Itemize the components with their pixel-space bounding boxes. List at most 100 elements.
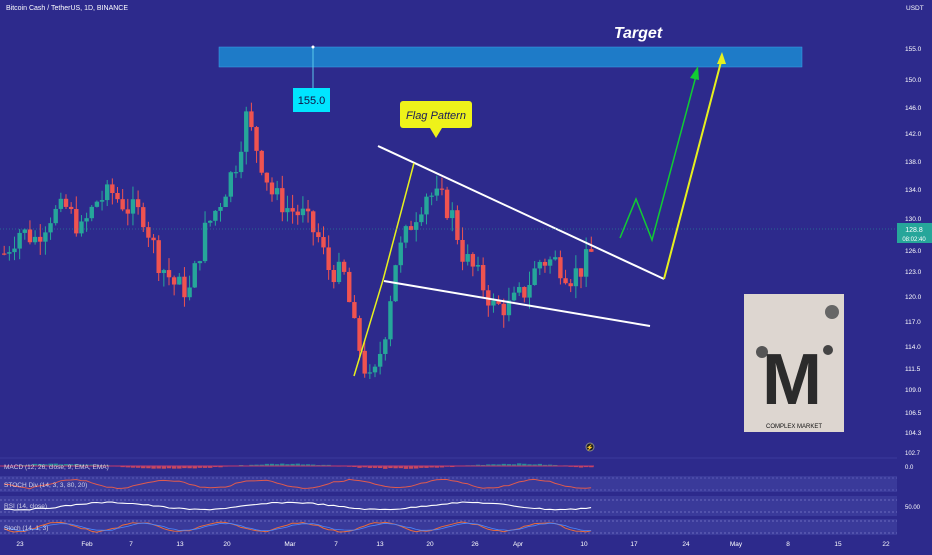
candle-body[interactable] xyxy=(574,268,578,286)
candle-body[interactable] xyxy=(38,237,42,242)
candle-body[interactable] xyxy=(311,211,315,232)
candle-body[interactable] xyxy=(471,254,475,267)
candle-body[interactable] xyxy=(445,190,449,218)
candle-body[interactable] xyxy=(466,254,470,262)
candle-body[interactable] xyxy=(182,277,186,298)
candle-body[interactable] xyxy=(59,199,63,209)
candle-body[interactable] xyxy=(352,302,356,318)
candle-body[interactable] xyxy=(23,229,27,232)
candle-body[interactable] xyxy=(260,151,264,173)
candle-body[interactable] xyxy=(290,208,294,212)
candle-body[interactable] xyxy=(110,184,114,193)
candle-body[interactable] xyxy=(512,293,516,301)
candle-body[interactable] xyxy=(120,199,124,209)
candle-body[interactable] xyxy=(74,209,78,233)
candle-body[interactable] xyxy=(450,210,454,218)
candle-body[interactable] xyxy=(563,278,567,283)
candle-body[interactable] xyxy=(218,207,222,211)
candle-body[interactable] xyxy=(532,268,536,285)
candle-body[interactable] xyxy=(254,127,258,151)
candle-body[interactable] xyxy=(229,172,233,196)
candle-body[interactable] xyxy=(378,354,382,367)
candle-body[interactable] xyxy=(223,197,227,207)
candle-body[interactable] xyxy=(455,210,459,240)
candle-body[interactable] xyxy=(12,249,16,253)
candle-body[interactable] xyxy=(198,261,202,263)
candle-body[interactable] xyxy=(429,196,433,197)
candle-body[interactable] xyxy=(383,339,387,354)
candle-body[interactable] xyxy=(84,218,88,221)
candle-body[interactable] xyxy=(54,209,58,223)
candle-body[interactable] xyxy=(249,111,253,127)
candle-body[interactable] xyxy=(368,372,372,373)
candle-body[interactable] xyxy=(17,233,21,249)
candle-body[interactable] xyxy=(301,209,305,215)
candle-body[interactable] xyxy=(208,221,212,223)
candle-body[interactable] xyxy=(167,270,171,277)
candle-body[interactable] xyxy=(517,287,521,293)
candle-body[interactable] xyxy=(296,212,300,216)
candle-body[interactable] xyxy=(157,240,161,273)
candle-body[interactable] xyxy=(460,240,464,262)
candle-body[interactable] xyxy=(435,189,439,196)
candle-body[interactable] xyxy=(187,287,191,297)
candle-body[interactable] xyxy=(131,199,135,213)
candle-body[interactable] xyxy=(306,209,310,212)
candle-body[interactable] xyxy=(172,277,176,284)
candle-body[interactable] xyxy=(424,197,428,215)
candle-body[interactable] xyxy=(275,188,279,194)
candle-body[interactable] xyxy=(141,207,145,227)
candle-body[interactable] xyxy=(569,283,573,286)
candle-body[interactable] xyxy=(146,227,150,238)
candle-body[interactable] xyxy=(326,247,330,270)
candle-body[interactable] xyxy=(193,263,197,287)
candle-body[interactable] xyxy=(476,265,480,267)
candle-body[interactable] xyxy=(522,287,526,298)
candle-body[interactable] xyxy=(239,152,243,172)
candle-body[interactable] xyxy=(136,199,140,207)
candle-body[interactable] xyxy=(388,301,392,339)
candle-body[interactable] xyxy=(43,232,47,241)
candle-body[interactable] xyxy=(357,318,361,351)
candle-body[interactable] xyxy=(213,211,217,221)
candle-body[interactable] xyxy=(553,257,557,259)
candle-body[interactable] xyxy=(543,262,547,266)
candle-body[interactable] xyxy=(399,243,403,266)
candle-body[interactable] xyxy=(100,200,104,202)
candle-body[interactable] xyxy=(342,262,346,272)
candle-body[interactable] xyxy=(538,262,542,268)
candle-body[interactable] xyxy=(2,253,6,254)
candle-body[interactable] xyxy=(584,249,588,277)
candle-body[interactable] xyxy=(321,237,325,247)
candle-body[interactable] xyxy=(69,207,73,209)
candle-body[interactable] xyxy=(234,172,238,173)
candle-body[interactable] xyxy=(79,221,83,233)
candle-body[interactable] xyxy=(177,277,181,285)
candle-body[interactable] xyxy=(347,272,351,302)
candle-body[interactable] xyxy=(285,208,289,212)
candle-body[interactable] xyxy=(95,202,99,207)
candle-body[interactable] xyxy=(332,270,336,282)
candle-body[interactable] xyxy=(280,188,284,212)
candle-body[interactable] xyxy=(440,189,444,190)
candle-body[interactable] xyxy=(270,183,274,195)
candle-body[interactable] xyxy=(363,351,367,374)
candle-body[interactable] xyxy=(126,209,130,213)
candle-body[interactable] xyxy=(373,367,377,373)
candle-body[interactable] xyxy=(316,232,320,237)
candle-body[interactable] xyxy=(502,304,506,315)
candle-body[interactable] xyxy=(64,199,68,207)
candle-body[interactable] xyxy=(579,268,583,276)
candle-body[interactable] xyxy=(90,207,94,218)
candle-body[interactable] xyxy=(265,173,269,183)
candle-body[interactable] xyxy=(48,223,52,232)
candle-body[interactable] xyxy=(162,270,166,273)
candle-body[interactable] xyxy=(409,226,413,230)
candle-body[interactable] xyxy=(28,229,32,242)
candle-body[interactable] xyxy=(244,111,248,151)
candle-body[interactable] xyxy=(589,249,593,252)
candle-body[interactable] xyxy=(527,285,531,298)
candle-body[interactable] xyxy=(105,184,109,200)
candle-body[interactable] xyxy=(203,223,207,261)
target-zone-band[interactable] xyxy=(219,47,802,67)
